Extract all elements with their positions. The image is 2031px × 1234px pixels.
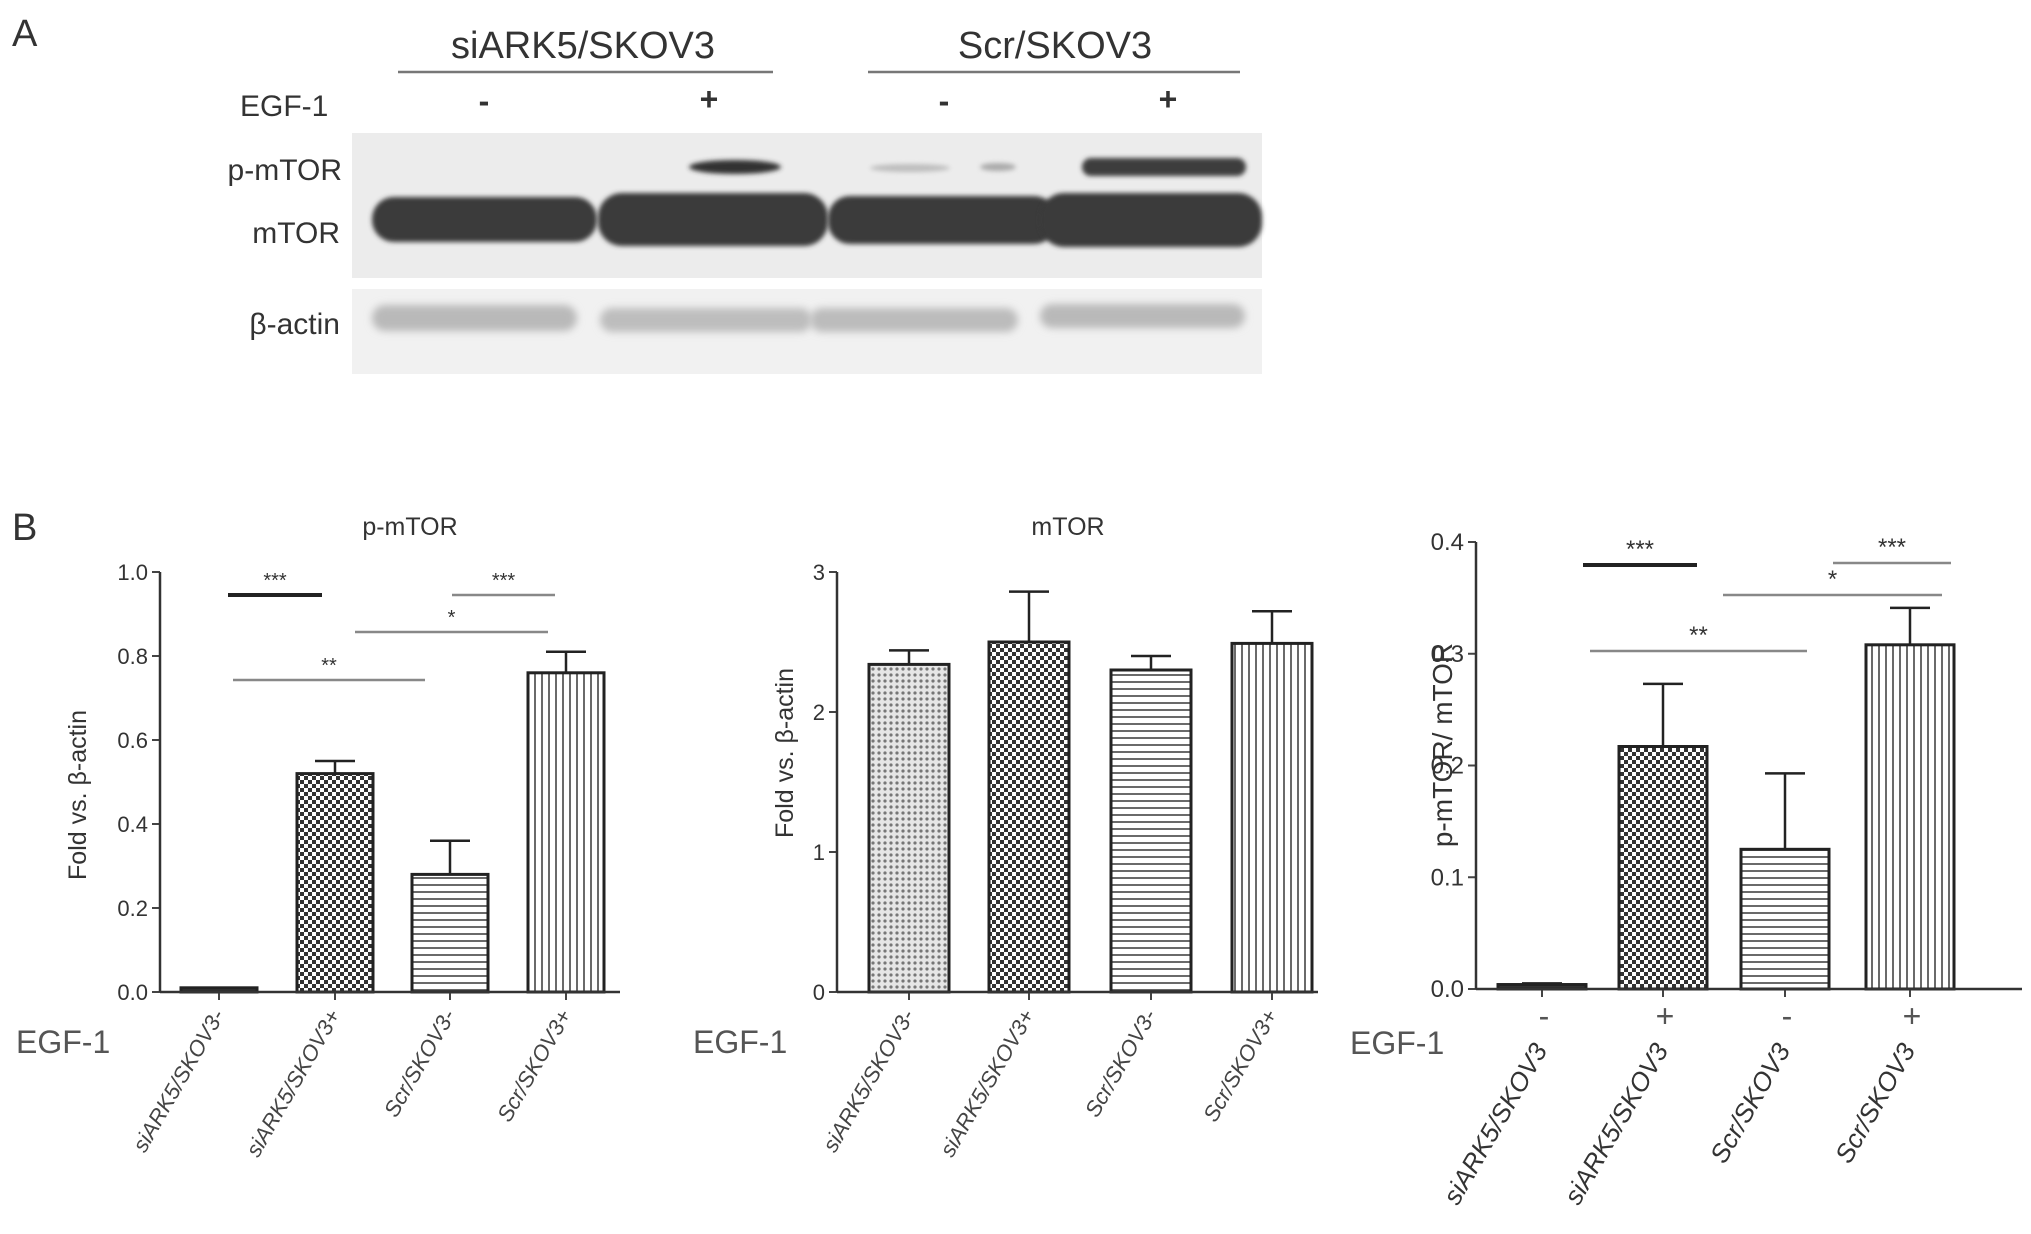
chart-p-mtor: p-mTOR Fold vs. β-actin EGF-1 0.0 0.2 0.4 0… xyxy=(16,513,620,1161)
category-label: Scr/SKOV3 xyxy=(1829,1038,1922,1169)
y-tick-label: 0.4 xyxy=(117,812,148,837)
category-label: Scr/SKOV3+ xyxy=(1198,1005,1282,1126)
significance-label: *** xyxy=(1626,536,1654,563)
bar xyxy=(526,671,606,994)
y-tick-label: 0.3 xyxy=(1431,641,1464,668)
y-tick-label: 0.1 xyxy=(1431,864,1464,891)
y-tick-label: 1.0 xyxy=(117,560,148,585)
category-label: siARK5/SKOV3+ xyxy=(935,1005,1040,1161)
egf-sign: - xyxy=(1539,998,1550,1034)
category-label: siARK5/SKOV3 xyxy=(1437,1038,1554,1210)
band-label-mtor: mTOR xyxy=(252,217,340,250)
category-label: Scr/SKOV3- xyxy=(379,1005,461,1121)
bar xyxy=(410,872,490,994)
category-label: siARK5/SKOV3+ xyxy=(241,1005,346,1161)
bar xyxy=(1109,668,1193,994)
blot-egf-sign-4: + xyxy=(1159,81,1178,117)
bar xyxy=(1864,643,1956,991)
blot-group-label-siark5: siARK5/SKOV3 xyxy=(451,25,715,67)
egf-sign: + xyxy=(1903,998,1922,1034)
significance-label: ** xyxy=(321,655,337,677)
bar xyxy=(295,772,375,994)
egf-sign: + xyxy=(1656,998,1675,1034)
y-tick-label: 0.6 xyxy=(117,728,148,753)
band-label-p-mtor: p-mTOR xyxy=(228,154,342,187)
significance-label: *** xyxy=(492,570,516,592)
y-tick-label: 0 xyxy=(813,980,825,1005)
significance-label: * xyxy=(448,607,456,629)
significance-label: *** xyxy=(263,570,287,592)
blot-egf-sign-2: + xyxy=(700,81,719,117)
y-tick-label: 0.8 xyxy=(117,644,148,669)
chart-title: p-mTOR xyxy=(362,513,457,541)
panel-b-letter: B xyxy=(12,507,37,549)
category-label: Scr/SKOV3- xyxy=(1080,1005,1162,1121)
significance-label: ** xyxy=(1689,622,1708,649)
bar xyxy=(1617,745,1709,991)
bar xyxy=(1739,847,1831,991)
category-label: Scr/SKOV3 xyxy=(1704,1038,1797,1169)
y-tick-label: 0.4 xyxy=(1431,529,1464,556)
significance-label: *** xyxy=(1878,534,1906,561)
bar xyxy=(1230,641,1314,994)
category-label: siARK5/SKOV3- xyxy=(818,1005,920,1156)
panel-a: A siARK5/SKOV3 Scr/SKOV3 EGF-1 - + - + p… xyxy=(12,13,1262,374)
chart-title: mTOR xyxy=(1031,513,1104,541)
category-label: Scr/SKOV3+ xyxy=(492,1005,576,1126)
egf-label: EGF-1 xyxy=(16,1024,110,1060)
blot-egf-label: EGF-1 xyxy=(240,90,328,123)
blot-group-label-scr: Scr/SKOV3 xyxy=(958,25,1152,67)
y-tick-label: 0.2 xyxy=(117,896,148,921)
y-tick-label: 1 xyxy=(813,840,825,865)
y-tick-label: 3 xyxy=(813,560,825,585)
egf-label: EGF-1 xyxy=(1350,1025,1444,1061)
bar xyxy=(987,640,1071,994)
panel-a-letter: A xyxy=(12,13,38,55)
y-tick-label: 2 xyxy=(813,700,825,725)
y-axis-title: Fold vs. β-actin xyxy=(771,668,799,838)
chart-p-mtor-mtor-ratio: p-mTOR/ mTOR EGF-1 0.00.10.20.30.4 *****… xyxy=(1350,529,2022,1209)
egf-label: EGF-1 xyxy=(693,1024,787,1060)
y-tick-label: 0.2 xyxy=(1431,753,1464,780)
y-axis-title: Fold vs. β-actin xyxy=(64,710,92,880)
blot-image-mtor xyxy=(352,133,1262,278)
y-tick-label: 0.0 xyxy=(1431,976,1464,1003)
blot-egf-sign-1: - xyxy=(479,83,490,119)
significance-label: * xyxy=(1828,566,1837,593)
category-label: siARK5/SKOV3- xyxy=(128,1005,230,1156)
y-tick-label: 0.0 xyxy=(117,980,148,1005)
chart-mtor: mTOR Fold vs. β-actin EGF-1 0 1 2 3 siARK5/… xyxy=(693,513,1318,1161)
blot-egf-sign-3: - xyxy=(939,83,950,119)
egf-sign: - xyxy=(1782,998,1793,1034)
bar xyxy=(867,662,951,994)
band-label-beta-actin: β-actin xyxy=(249,308,340,341)
blot-image-beta-actin xyxy=(352,289,1262,374)
y-axis-title: p-mTOR/ mTOR xyxy=(1427,643,1458,847)
category-label: siARK5/SKOV3 xyxy=(1558,1038,1675,1210)
